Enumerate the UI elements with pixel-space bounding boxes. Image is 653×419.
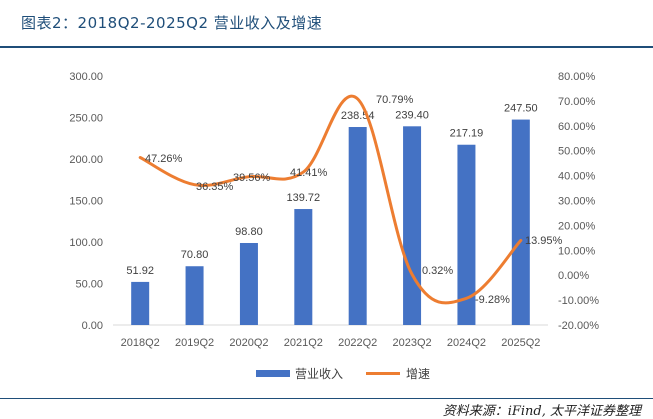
line-data-label: -9.28% — [475, 294, 510, 306]
x-axis-tick: 2022Q2 — [338, 337, 377, 349]
left-axis-tick: 250.00 — [69, 113, 103, 125]
right-axis-tick: -20.00% — [558, 320, 599, 332]
bar-data-label: 98.80 — [235, 226, 263, 238]
x-axis: 2018Q2 2019Q2 2020Q2 2021Q2 2022Q2 2023Q2 2024… — [113, 324, 548, 349]
bar-data-label: 70.80 — [181, 249, 209, 261]
x-axis-tick: 2023Q2 — [392, 337, 431, 349]
right-axis: -20.00% -10.00% 0.00% 10.00% 20.00% 30.00% 40.… — [558, 71, 599, 332]
bar — [348, 127, 367, 325]
bar — [185, 266, 204, 325]
right-axis-tick: -10.00% — [558, 295, 599, 307]
x-axis-tick: 2020Q2 — [229, 337, 268, 349]
bar — [511, 119, 530, 325]
left-axis: 0.00 50.00 100.00 150.00 200.00 250.00 300.00 — [69, 71, 103, 332]
right-axis-tick: 80.00% — [558, 71, 596, 83]
bar-data-label: 239.40 — [395, 109, 429, 121]
left-axis-tick: 300.00 — [69, 71, 103, 83]
legend-swatch-revenue — [256, 370, 290, 377]
x-axis-tick: 2025Q2 — [501, 337, 540, 349]
legend-label-revenue: 营业收入 — [295, 367, 343, 381]
bar-series — [131, 119, 530, 325]
bar-data-label: 217.19 — [450, 128, 484, 140]
line-data-label: 47.26% — [145, 153, 183, 165]
legend: 营业收入 增速 — [256, 367, 430, 381]
title-divider — [0, 46, 653, 48]
bar — [239, 242, 258, 325]
right-axis-tick: 0.00% — [558, 270, 589, 282]
line-data-label: 0.32% — [422, 265, 453, 277]
source-note: 资料来源：iFind, 太平洋证券整理 — [442, 404, 641, 419]
right-axis-tick: 40.00% — [558, 171, 596, 183]
line-labels: 47.26% 36.35%39.56% 41.41% 70.79% 0.32% -9.28… — [145, 94, 563, 306]
bar — [294, 209, 313, 325]
left-axis-tick: 150.00 — [69, 196, 103, 208]
line-data-label: 41.41% — [290, 167, 328, 179]
x-axis-tick: 2018Q2 — [121, 337, 160, 349]
bar — [131, 281, 150, 325]
x-axis-tick: 2019Q2 — [175, 337, 214, 349]
left-axis-tick: 50.00 — [75, 279, 103, 291]
legend-label-growth: 增速 — [406, 367, 430, 381]
bar-data-label: 51.92 — [126, 265, 154, 277]
bar-data-label: 247.50 — [504, 103, 538, 115]
line-data-label: 36.35% — [196, 181, 234, 193]
left-axis-tick: 200.00 — [69, 154, 103, 166]
right-axis-tick: 70.00% — [558, 96, 596, 108]
right-axis-tick: 30.00% — [558, 196, 596, 208]
left-axis-tick: 0.00 — [82, 320, 103, 332]
line-data-label: 13.95% — [525, 235, 563, 247]
bar — [403, 126, 422, 325]
x-axis-tick: 2024Q2 — [447, 337, 486, 349]
right-axis-tick: 50.00% — [558, 146, 596, 158]
left-axis-tick: 100.00 — [69, 237, 103, 249]
line-data-label: 39.56% — [233, 172, 271, 184]
bar — [457, 144, 476, 325]
footer-divider — [0, 398, 653, 399]
growth-line — [138, 94, 523, 305]
bar-data-label: 139.72 — [286, 192, 320, 204]
chart-title: 图表2：2018Q2-2025Q2 营业收入及增速 — [21, 14, 323, 32]
line-series — [138, 94, 523, 305]
right-axis-tick: 10.00% — [558, 245, 596, 257]
right-axis-tick: 20.00% — [558, 220, 596, 232]
x-axis-tick: 2021Q2 — [284, 337, 323, 349]
line-data-label: 70.79% — [376, 94, 414, 106]
title-bar: 图表2：2018Q2-2025Q2 营业收入及增速 — [0, 0, 653, 48]
right-axis-tick: 60.00% — [558, 121, 596, 133]
